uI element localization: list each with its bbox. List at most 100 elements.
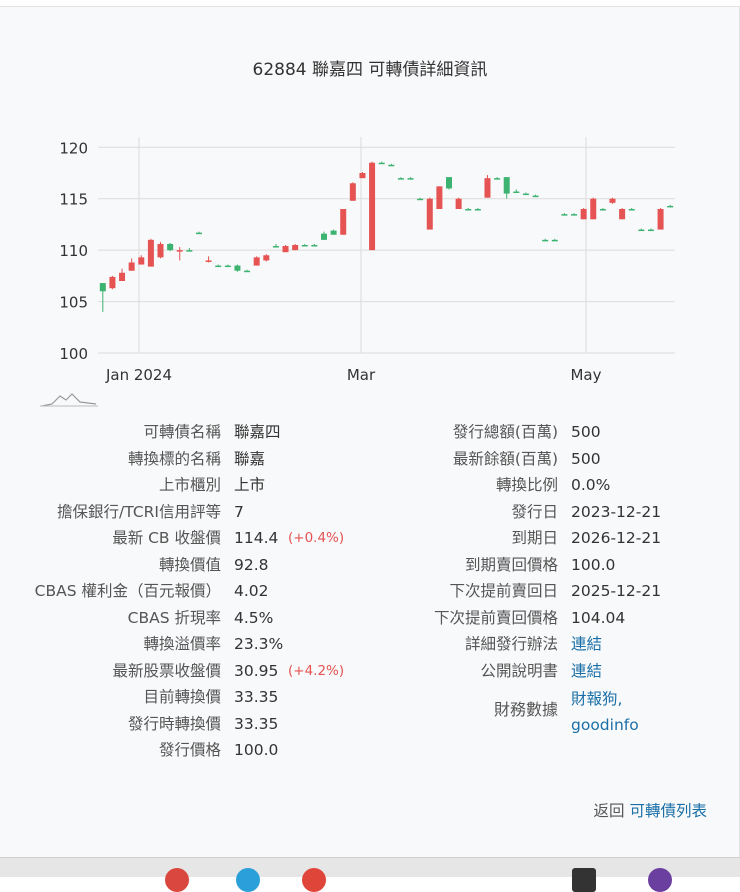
info-label: 最新股票收盤價	[112, 661, 221, 680]
candle-body	[349, 183, 356, 201]
app-icon[interactable]	[302, 868, 326, 892]
info-value: 100.0	[571, 555, 616, 574]
candle-body	[272, 246, 279, 248]
candle-body	[215, 265, 222, 268]
info-value: 500	[571, 423, 601, 441]
change-percent: (+0.4%)	[288, 530, 345, 546]
candle-body	[455, 198, 462, 209]
candle-body	[224, 265, 231, 268]
info-value: 2023-12-21	[571, 502, 662, 521]
info-label: 公開說明書	[480, 661, 558, 680]
info-link[interactable]: 連結	[571, 661, 603, 680]
info-value: 33.35	[234, 688, 279, 706]
candle-body	[99, 283, 106, 292]
y-tick-label: 100	[59, 345, 88, 363]
info-label: CBAS 權利金（百元報價）	[34, 582, 221, 600]
candle-body	[119, 272, 126, 281]
candle-body	[359, 173, 366, 179]
info-label: 發行日	[511, 502, 558, 521]
candle-body	[340, 209, 347, 235]
info-label: 上市櫃別	[158, 476, 221, 494]
info-label: 發行總額(百萬)	[452, 423, 558, 441]
info-label: 轉換價值	[158, 555, 221, 574]
candle-body	[369, 162, 376, 251]
candle-body	[609, 198, 616, 203]
candlestick-chart[interactable]: 120 115 110 105 100 Jan 2024 Mar May	[0, 120, 740, 390]
candle-body	[205, 260, 212, 262]
info-label: 轉換溢價率	[143, 635, 221, 653]
info-label: 可轉債名稱	[143, 423, 221, 441]
candle-body	[320, 233, 327, 240]
candle-body	[147, 239, 154, 267]
candle-body	[186, 250, 193, 252]
info-value: 30.95	[234, 661, 279, 680]
candle-body	[619, 209, 626, 220]
finance-link-caibaogou[interactable]: 財報狗,	[571, 690, 623, 708]
x-tick-label: May	[570, 366, 601, 384]
y-tick-label: 110	[59, 242, 88, 260]
app-icon[interactable]	[236, 868, 260, 892]
info-value: 23.3%	[234, 635, 284, 653]
navigator-mini-chart-icon[interactable]	[40, 390, 100, 410]
candle-body	[571, 214, 578, 216]
candle-body	[446, 177, 453, 189]
y-tick-label: 115	[59, 191, 88, 209]
info-label: 下次提前賣回價格	[433, 608, 558, 627]
x-tick-label: Jan 2024	[105, 366, 172, 384]
candle-body	[282, 246, 289, 253]
info-label: 發行價格	[158, 741, 221, 759]
info-label: 轉換比例	[495, 476, 558, 494]
candle-body	[522, 193, 529, 196]
candle-body	[561, 214, 568, 216]
candle-body	[657, 209, 664, 230]
candle-body	[532, 195, 539, 198]
finance-links: 財報狗, goodinfo	[571, 686, 639, 738]
finance-label: 財務數據	[493, 700, 558, 719]
back-nav: 返回 可轉債列表	[594, 799, 707, 821]
candle-body	[263, 255, 270, 261]
info-value: 聯嘉四	[234, 423, 281, 441]
app-icon[interactable]	[165, 868, 189, 892]
info-value: 2025-12-21	[571, 582, 662, 600]
candle-body	[494, 178, 501, 180]
candle-body	[397, 178, 404, 180]
candle-body	[484, 178, 491, 198]
info-link[interactable]: 連結	[571, 635, 603, 653]
info-value: 4.5%	[234, 608, 274, 627]
candle-body	[628, 209, 635, 211]
info-value: 114.4	[234, 529, 279, 547]
candle-body	[167, 243, 174, 251]
change-percent: (+4.2%)	[288, 662, 345, 679]
info-label: 最新 CB 收盤價	[112, 529, 221, 547]
page-title: 62884 聯嘉四 可轉債詳細資訊	[252, 60, 488, 80]
finance-link-goodinfo[interactable]: goodinfo	[571, 716, 639, 734]
candle-body	[465, 209, 472, 211]
info-label: 下次提前賣回日	[449, 582, 558, 600]
candle-body	[551, 239, 558, 242]
info-value: 4.02	[234, 582, 269, 600]
info-value: 104.04	[571, 608, 626, 627]
info-label: 到期賣回價格	[464, 555, 558, 574]
info-value: 上市	[234, 476, 266, 494]
app-icon[interactable]	[648, 868, 672, 892]
candle-body	[388, 164, 395, 167]
candle-body	[253, 257, 260, 266]
info-label: 轉換標的名稱	[127, 449, 221, 468]
info-value: 聯嘉	[234, 449, 266, 468]
info-label: 最新餘額(百萬)	[452, 449, 558, 468]
candle-body	[599, 209, 606, 211]
info-label: 發行時轉換價	[127, 714, 221, 733]
bond-list-link[interactable]: 可轉債列表	[629, 802, 707, 820]
candle-body	[157, 243, 164, 258]
x-tick-label: Mar	[347, 366, 376, 384]
candle-body	[128, 262, 135, 271]
bond-detail-card: 62884 聯嘉四 可轉債詳細資訊	[0, 6, 740, 857]
candle-body	[330, 230, 337, 235]
back-prefix: 返回	[593, 802, 625, 820]
info-label: 詳細發行辦法	[464, 635, 558, 653]
app-icon[interactable]	[572, 868, 596, 892]
candle-body	[195, 232, 202, 235]
candle-body	[503, 177, 510, 194]
candle-body	[234, 265, 241, 271]
info-value: 0.0%	[571, 476, 611, 494]
